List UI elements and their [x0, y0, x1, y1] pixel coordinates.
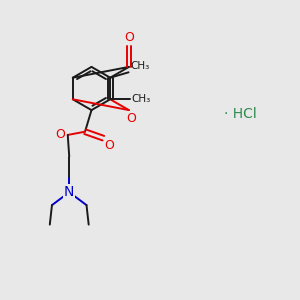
Text: CH₃: CH₃ [130, 61, 150, 71]
Text: O: O [124, 31, 134, 44]
Text: N: N [64, 185, 74, 199]
Text: O: O [105, 140, 115, 152]
Text: CH₃: CH₃ [131, 94, 151, 104]
Text: O: O [56, 128, 65, 141]
Text: O: O [126, 112, 136, 125]
Text: · HCl: · HCl [224, 107, 256, 121]
